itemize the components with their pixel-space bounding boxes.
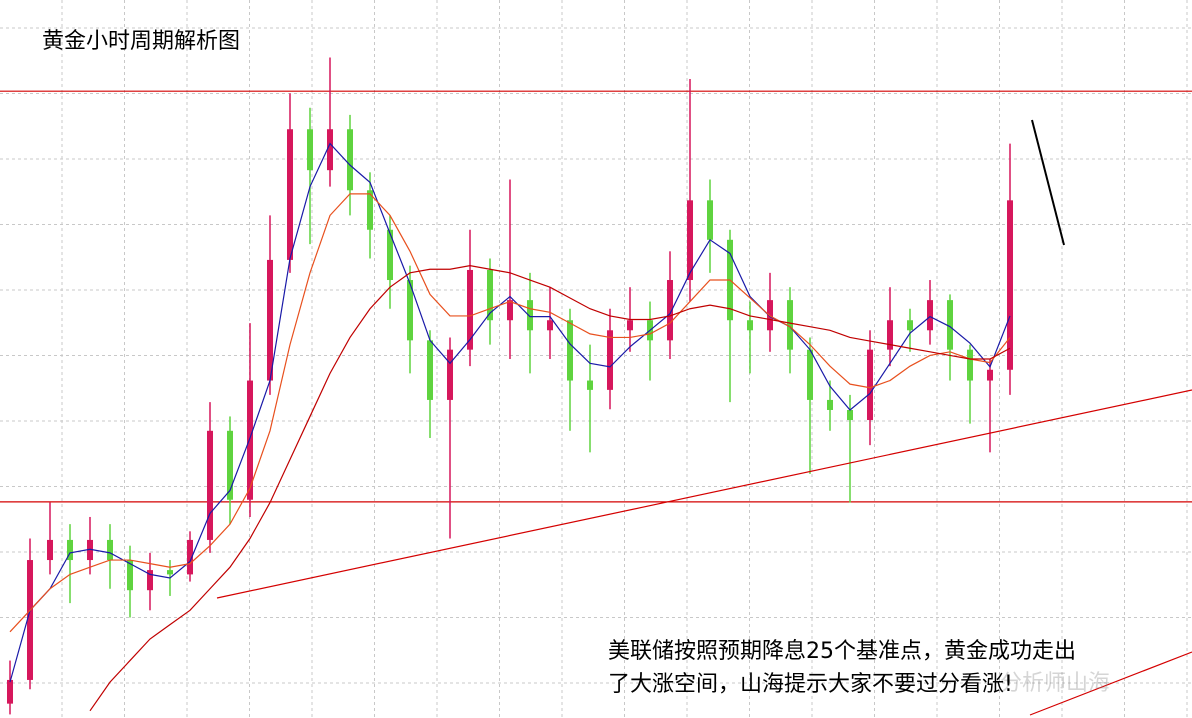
candle-body: [187, 539, 193, 575]
candle-body: [287, 129, 293, 260]
trend-line: [1029, 651, 1192, 716]
candle-body: [687, 200, 693, 281]
candle-body: [987, 369, 993, 381]
candle-body: [267, 259, 273, 381]
candle-body: [207, 430, 213, 540]
candle-body: [87, 539, 93, 561]
candle-body: [127, 560, 133, 591]
candle-body: [587, 380, 593, 390]
candle-body: [347, 129, 353, 191]
moving-average: [9, 142, 1011, 683]
candle-body: [387, 229, 393, 281]
candle-body: [507, 300, 513, 321]
candle-body: [567, 320, 573, 381]
candle-body: [367, 190, 373, 230]
candle-body: [487, 269, 493, 321]
annotation: 了大涨空间，山海提示大家不要过分看涨!: [608, 672, 1013, 697]
candle-body: [1007, 200, 1013, 370]
candle-body: [467, 269, 473, 350]
candle-body: [7, 679, 13, 704]
candle-body: [607, 330, 613, 390]
trend-line: [216, 389, 1192, 599]
candle-body: [527, 300, 533, 331]
candle-body: [927, 300, 933, 331]
candle-body: [407, 280, 413, 341]
candle-body: [147, 570, 153, 591]
candle-body: [307, 129, 313, 171]
candle-body: [427, 340, 433, 400]
candle-body: [887, 320, 893, 350]
candle-body: [787, 300, 793, 350]
moving-average: [89, 265, 1011, 712]
candle-body: [807, 349, 813, 400]
candle-body: [747, 320, 753, 331]
candle-body: [167, 570, 173, 575]
candle-body: [67, 539, 73, 561]
candle-body: [967, 349, 973, 381]
candle-body: [547, 320, 553, 331]
candle-body: [947, 300, 953, 350]
candle-body: [327, 129, 333, 171]
candle-body: [667, 280, 673, 341]
candle-body: [907, 320, 913, 331]
candle-body: [107, 539, 113, 561]
candle-body: [867, 349, 873, 421]
candle-body: [827, 399, 833, 410]
chart-title: 黄金小时周期解析图: [42, 29, 240, 54]
watermark: 分析师山海: [1000, 671, 1110, 696]
candle-body: [47, 539, 53, 561]
candle-body: [627, 320, 633, 331]
candle-body: [847, 409, 853, 421]
moving-average: [9, 193, 1011, 633]
candle-body: [447, 349, 453, 400]
annotation: 美联储按照预期降息25个基准点，黄金成功走出: [608, 639, 1076, 664]
direction-line: [1031, 119, 1065, 246]
candle-body: [227, 430, 233, 500]
candle-body: [27, 560, 33, 680]
candle-body: [707, 200, 713, 240]
candle-body: [247, 380, 253, 500]
plot: [0, 57, 1192, 715]
